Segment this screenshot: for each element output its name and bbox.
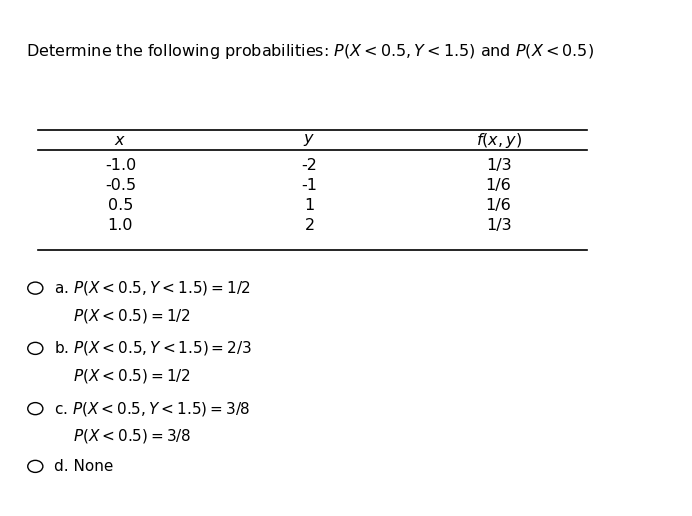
- Text: 0.5: 0.5: [108, 198, 133, 213]
- Text: $f(x, y)$: $f(x, y)$: [475, 131, 522, 150]
- Text: 1.0: 1.0: [108, 218, 133, 233]
- Text: a. $P(X < 0.5, Y < 1.5) = 1/2$: a. $P(X < 0.5, Y < 1.5) = 1/2$: [54, 279, 251, 297]
- Text: b. $P(X < 0.5, Y < 1.5) = 2/3$: b. $P(X < 0.5, Y < 1.5) = 2/3$: [54, 340, 253, 358]
- Text: d. None: d. None: [54, 459, 113, 474]
- Text: 1/6: 1/6: [486, 198, 511, 213]
- Text: $P(X < 0.5) = 1/2$: $P(X < 0.5) = 1/2$: [73, 307, 191, 325]
- Text: -1.0: -1.0: [104, 157, 136, 173]
- Text: 1: 1: [304, 198, 315, 213]
- Text: $P(X < 0.5) = 1/2$: $P(X < 0.5) = 1/2$: [73, 367, 191, 385]
- Text: c. $P(X < 0.5, Y < 1.5) = 3/8$: c. $P(X < 0.5, Y < 1.5) = 3/8$: [54, 399, 251, 417]
- Text: -2: -2: [302, 157, 318, 173]
- Text: $y$: $y$: [304, 132, 316, 148]
- Text: $x$: $x$: [114, 133, 127, 148]
- Text: 2: 2: [304, 218, 315, 233]
- Text: 1/3: 1/3: [486, 157, 511, 173]
- Text: 1/6: 1/6: [486, 178, 511, 192]
- Text: -1: -1: [302, 178, 318, 192]
- Text: 1/3: 1/3: [486, 218, 511, 233]
- Text: -0.5: -0.5: [104, 178, 136, 192]
- Text: Determine the following probabilities: $P(X < 0.5, Y < 1.5)$ and $P(X < 0.5)$: Determine the following probabilities: $…: [26, 42, 594, 61]
- Text: $P(X < 0.5) = 3/8$: $P(X < 0.5) = 3/8$: [73, 427, 191, 445]
